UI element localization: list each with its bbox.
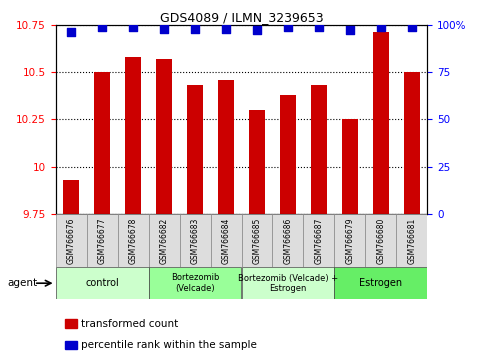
Bar: [125, 57, 141, 214]
Point: [222, 26, 230, 32]
Bar: [56, 267, 149, 299]
Text: Bortezomib
(Velcade): Bortezomib (Velcade): [171, 274, 219, 293]
Bar: [211, 214, 242, 267]
Bar: [404, 72, 420, 214]
Point: [160, 26, 168, 32]
Bar: [94, 72, 110, 214]
Text: transformed count: transformed count: [81, 319, 178, 329]
Point: [67, 29, 75, 35]
Bar: [187, 85, 203, 214]
Bar: [311, 85, 327, 214]
Text: GSM766684: GSM766684: [222, 217, 230, 264]
Bar: [373, 32, 389, 214]
Text: GSM766683: GSM766683: [190, 217, 199, 264]
Text: GSM766682: GSM766682: [159, 218, 169, 264]
Point: [315, 24, 323, 29]
Bar: [334, 214, 366, 267]
Bar: [249, 110, 265, 214]
Bar: [86, 214, 117, 267]
Point: [98, 24, 106, 29]
Bar: [242, 214, 272, 267]
Point: [377, 24, 385, 29]
Text: agent: agent: [7, 278, 37, 288]
Text: GSM766681: GSM766681: [408, 218, 416, 264]
Text: GSM766680: GSM766680: [376, 217, 385, 264]
Text: control: control: [85, 278, 119, 288]
Bar: [63, 180, 79, 214]
Bar: [280, 95, 296, 214]
Bar: [56, 214, 86, 267]
Bar: [180, 214, 211, 267]
Text: GSM766686: GSM766686: [284, 217, 293, 264]
Bar: [397, 214, 427, 267]
Bar: [242, 267, 334, 299]
Bar: [149, 267, 242, 299]
Point: [408, 24, 416, 29]
Point: [191, 26, 199, 32]
Point: [253, 28, 261, 33]
Point: [284, 24, 292, 29]
Bar: [117, 214, 149, 267]
Text: GSM766677: GSM766677: [98, 217, 107, 264]
Point: [129, 24, 137, 29]
Bar: [218, 80, 234, 214]
Bar: [334, 267, 427, 299]
Bar: [342, 120, 358, 214]
Text: GSM766678: GSM766678: [128, 217, 138, 264]
Point: [346, 28, 354, 33]
Title: GDS4089 / ILMN_3239653: GDS4089 / ILMN_3239653: [160, 11, 323, 24]
Bar: [272, 214, 303, 267]
Text: GSM766685: GSM766685: [253, 217, 261, 264]
Text: GSM766679: GSM766679: [345, 217, 355, 264]
Text: Estrogen: Estrogen: [359, 278, 402, 288]
Bar: [303, 214, 334, 267]
Text: Bortezomib (Velcade) +
Estrogen: Bortezomib (Velcade) + Estrogen: [238, 274, 338, 293]
Text: GSM766687: GSM766687: [314, 217, 324, 264]
Bar: [156, 59, 172, 214]
Bar: [149, 214, 180, 267]
Bar: [366, 214, 397, 267]
Text: GSM766676: GSM766676: [67, 217, 75, 264]
Text: percentile rank within the sample: percentile rank within the sample: [81, 340, 257, 350]
